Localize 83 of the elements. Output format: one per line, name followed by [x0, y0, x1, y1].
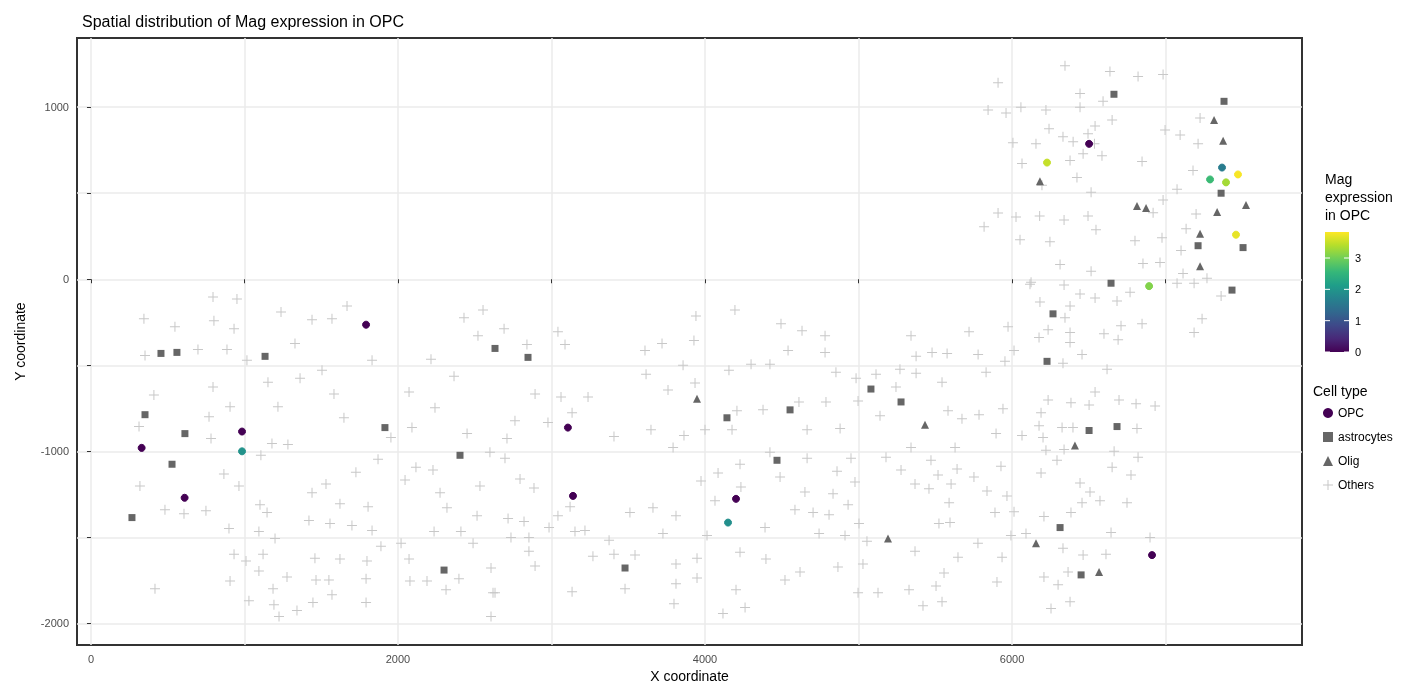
point — [1142, 204, 1151, 213]
point — [1219, 136, 1228, 145]
point — [1148, 551, 1157, 560]
point — [1107, 279, 1115, 287]
point — [1232, 230, 1240, 239]
point — [786, 406, 794, 414]
point — [491, 344, 499, 352]
point — [883, 534, 892, 543]
point — [1085, 139, 1094, 148]
point — [1196, 262, 1205, 271]
point — [1210, 116, 1219, 125]
point — [440, 566, 448, 574]
point — [1132, 202, 1141, 211]
point — [456, 451, 464, 459]
color-bar-label: 0 — [1355, 346, 1362, 358]
point — [568, 491, 577, 500]
x-tick-label: 6000 — [999, 652, 1025, 665]
point — [724, 518, 733, 527]
x-tick-label: 4000 — [692, 652, 718, 665]
legend-label: OPC — [1338, 406, 1365, 420]
point — [1095, 567, 1104, 576]
point — [524, 353, 532, 361]
point — [1206, 175, 1215, 184]
point — [773, 456, 781, 464]
y-tick-label: -2000 — [40, 617, 69, 630]
point — [362, 320, 371, 329]
y-axis-title: Y coordinate — [12, 302, 28, 381]
point — [867, 385, 875, 393]
color-bar-title: Mag expression in OPC — [1325, 171, 1397, 223]
x-tick-label: 2000 — [385, 652, 411, 665]
point — [1213, 207, 1222, 216]
point — [1228, 286, 1236, 294]
point — [1194, 242, 1202, 250]
point — [1196, 229, 1205, 238]
chart-title: Spatial distribution of Mag expression in OPC — [82, 12, 404, 30]
point — [1239, 244, 1247, 252]
point — [621, 564, 629, 572]
point — [238, 427, 247, 436]
legend-title: Cell type — [1313, 383, 1368, 399]
point — [693, 394, 702, 403]
color-bar-label: 2 — [1355, 283, 1362, 296]
point — [563, 423, 572, 432]
color-bar-label: 3 — [1355, 252, 1362, 265]
point — [1218, 163, 1227, 172]
point — [1113, 423, 1121, 431]
point — [137, 443, 146, 452]
point — [897, 398, 905, 406]
point — [1110, 90, 1118, 98]
point — [173, 348, 181, 356]
point — [1220, 97, 1228, 105]
point — [181, 430, 189, 438]
point — [1241, 201, 1250, 210]
point — [128, 514, 136, 522]
legend-label: Others — [1338, 478, 1375, 492]
point — [238, 447, 247, 456]
point — [1077, 571, 1085, 579]
point — [141, 411, 149, 419]
point — [180, 493, 189, 502]
point — [1031, 539, 1040, 548]
point — [157, 349, 165, 357]
point — [261, 352, 269, 360]
point — [920, 420, 929, 429]
point — [1043, 357, 1051, 365]
point — [1049, 310, 1057, 318]
y-tick-label: 0 — [62, 273, 69, 286]
point — [1233, 170, 1242, 179]
legend-label: astrocytes — [1338, 430, 1393, 444]
point — [1217, 189, 1225, 197]
x-axis-title: X coordinate — [650, 668, 730, 684]
point — [1085, 427, 1093, 435]
point — [1222, 178, 1231, 187]
point — [381, 424, 389, 432]
legend-label: Olig — [1338, 454, 1360, 468]
point — [1043, 158, 1052, 167]
point — [168, 460, 176, 468]
x-tick-label: 0 — [87, 652, 95, 665]
point — [723, 414, 731, 422]
point — [1145, 282, 1154, 291]
point — [1056, 524, 1064, 532]
color-bar-label: 1 — [1355, 314, 1362, 327]
point — [732, 494, 741, 503]
y-tick-label: 1000 — [44, 101, 69, 114]
y-tick-label: -1000 — [40, 445, 69, 458]
